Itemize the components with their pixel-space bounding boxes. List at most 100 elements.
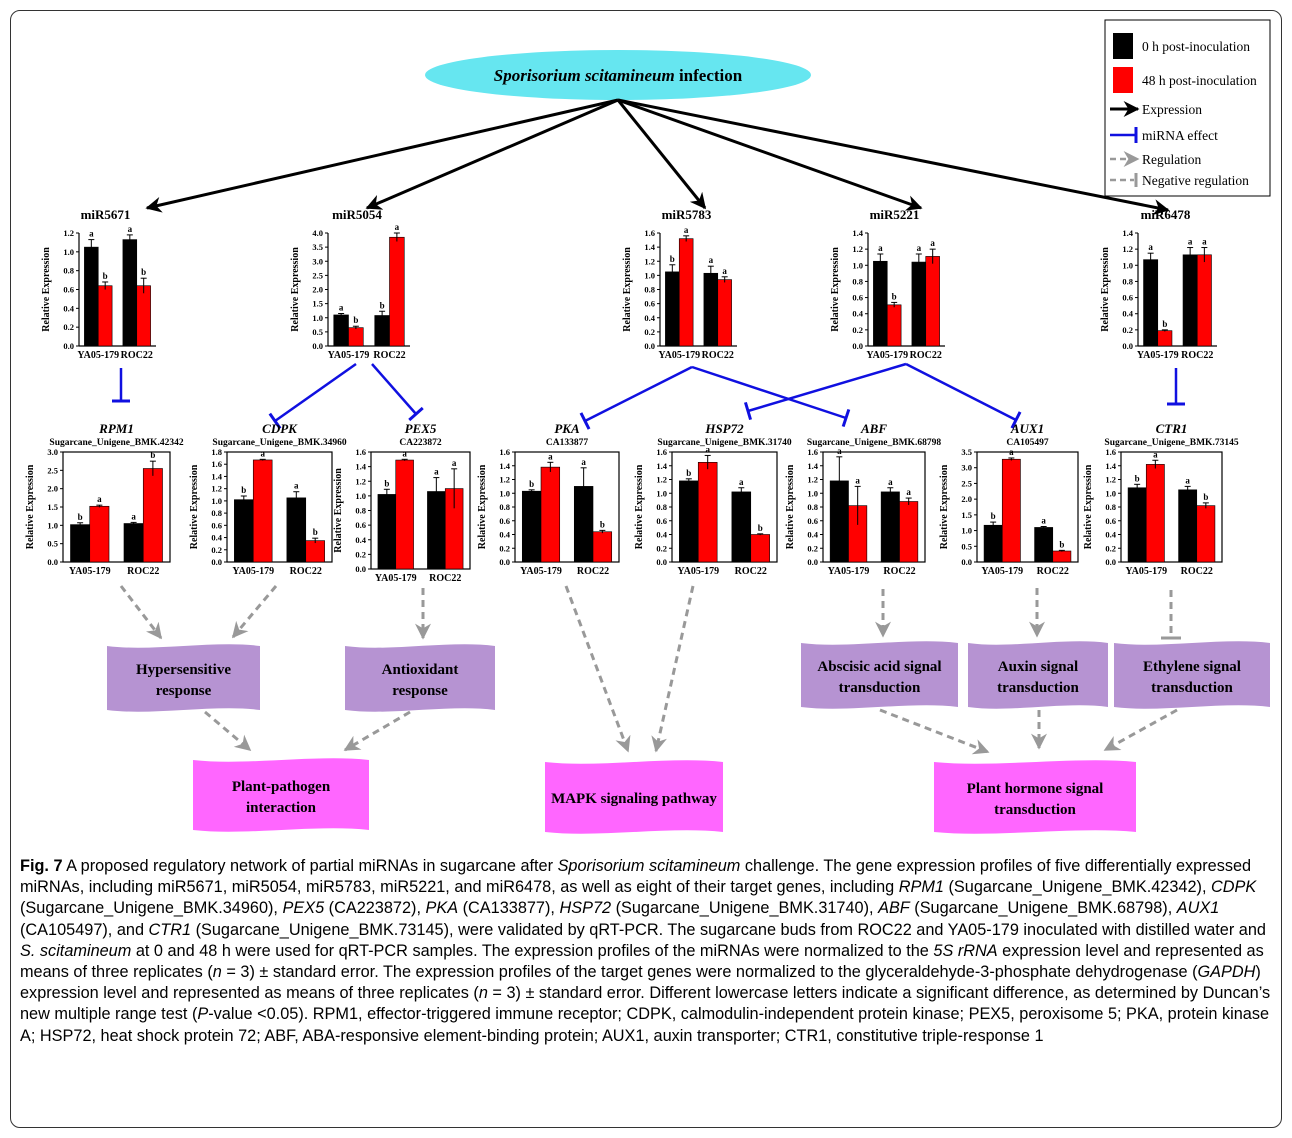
y-tick-label: 1.2 (499, 475, 510, 485)
x-tick-label: ROC22 (373, 350, 405, 361)
infection-ellipse (425, 50, 811, 100)
y-tick-label: 0.4 (644, 313, 655, 323)
bar (911, 261, 927, 347)
y-tick-label: 0.6 (1122, 293, 1133, 303)
bar (665, 271, 680, 347)
expression-arrow (616, 99, 707, 210)
x-tick-label: ROC22 (127, 566, 159, 577)
x-tick-label: YA05-179 (677, 566, 719, 577)
significance-letter: b (384, 478, 389, 488)
x-tick-label: ROC22 (290, 566, 322, 577)
y-tick-label: 1.4 (852, 228, 863, 238)
y-tick-label: 0.8 (852, 276, 863, 286)
significance-letter: a (89, 229, 94, 239)
y-tick-label: 1.4 (656, 461, 667, 471)
y-tick-label: 1.6 (656, 447, 667, 457)
x-tick-label: YA05-179 (520, 566, 562, 577)
bar (1196, 505, 1216, 563)
y-tick-label: 0.6 (355, 520, 366, 530)
legend: 0 h post-inoculation 48 h post-inoculatio… (1104, 19, 1271, 197)
bar (1052, 550, 1072, 563)
y-tick-label: 1.2 (355, 476, 366, 486)
mirna-effect-link (274, 362, 357, 423)
y-tick-label: 1.4 (1105, 461, 1116, 471)
chart-title: AUX1 (1010, 421, 1044, 436)
y-tick-label: 1.0 (807, 488, 818, 498)
significance-letter: a (722, 266, 727, 276)
y-tick-label: 1.6 (1105, 447, 1116, 457)
y-tick-label: 1.0 (499, 488, 510, 498)
caption-segment: ) expression level and represented as me… (20, 963, 1261, 1003)
significance-letter: a (339, 303, 344, 313)
process-box (801, 641, 958, 709)
caption-segment: (Sugarcane_Unigene_BMK.42342), (943, 878, 1211, 897)
pathway-box (545, 760, 723, 834)
y-tick-label: 1.4 (499, 461, 510, 471)
pathway-label: transduction (994, 802, 1076, 818)
x-tick-label: ROC22 (1181, 350, 1213, 361)
y-tick-label: 4.0 (312, 228, 323, 238)
y-tick-label: 0.0 (644, 341, 655, 351)
bar (142, 468, 163, 563)
y-tick-label: 1.4 (211, 471, 222, 481)
y-tick-label: 0.4 (63, 303, 74, 313)
mirna-effect-bar (841, 408, 851, 428)
significance-letter: a (294, 481, 299, 491)
chart-title: PEX5 (405, 421, 437, 436)
y-axis-label: Relative Expression (189, 464, 200, 549)
bar-chart: 0.0 0.5 1.0 1.5 2.0 2.5 3.0 3.5 Relative Express… (939, 421, 1079, 577)
significance-letter: a (1009, 447, 1014, 457)
x-tick-label: ROC22 (121, 350, 153, 361)
bar-chart: 0.0 0.2 0.4 0.6 0.8 1.0 1.2 1.4 1.6 1.8 Relative E… (189, 421, 347, 577)
y-tick-label: 0.4 (852, 309, 863, 319)
bar (925, 256, 940, 347)
legend-label: miRNA effect (1142, 128, 1218, 143)
significance-letter: a (260, 448, 265, 458)
caption-segment: (CA223872), (324, 899, 426, 918)
infection-label: Sporisorium scitamineum infection (494, 66, 743, 85)
x-tick-label: ROC22 (883, 566, 915, 577)
process-label: Ethylene signal (1143, 659, 1241, 675)
bar (395, 459, 414, 570)
y-tick-label: 1.2 (1122, 244, 1133, 254)
significance-letter: a (917, 243, 922, 253)
y-axis-label: Relative Expression (830, 247, 841, 332)
chart-subtitle: Sugarcane_Unigene_BMK.68798 (807, 438, 941, 448)
regulation-arrow (231, 585, 278, 639)
y-tick-label: 0.0 (1105, 557, 1116, 567)
legend-item: Regulation (1110, 151, 1201, 167)
bar (89, 505, 110, 563)
y-tick-label: 0.0 (355, 564, 366, 574)
pathway-box (193, 758, 369, 832)
y-tick-label: 0.0 (656, 557, 667, 567)
bar (873, 260, 888, 347)
y-tick-label: 1.4 (807, 461, 818, 471)
y-tick-label: 0.8 (211, 508, 222, 518)
y-tick-label: 1.2 (63, 228, 74, 238)
caption-segment: (Sugarcane_Unigene_BMK.34960), (20, 899, 283, 918)
y-tick-label: 3.0 (961, 463, 972, 473)
bar (136, 285, 151, 347)
bar (348, 327, 364, 347)
process-label: Hypersensitive (136, 662, 231, 678)
y-tick-label: 0.4 (211, 533, 222, 543)
bar (374, 315, 390, 347)
y-axis-label: Relative Expression (634, 464, 645, 549)
y-tick-label: 1.5 (312, 299, 323, 309)
bar (389, 236, 405, 347)
y-tick-label: 0.2 (211, 545, 222, 555)
bar (1034, 527, 1054, 563)
legend-swatch (1113, 33, 1133, 59)
bar (1127, 487, 1147, 563)
caption-segment: (CA133877), (458, 899, 560, 918)
y-tick-label: 0.8 (499, 502, 510, 512)
y-tick-label: 1.4 (355, 462, 366, 472)
y-tick-label: 0.2 (1122, 325, 1133, 335)
significance-letter: b (991, 511, 996, 521)
regulation-arrow (119, 585, 163, 640)
significance-letter: a (548, 451, 553, 461)
y-tick-label: 0.4 (499, 530, 510, 540)
regulation-arrow (564, 585, 631, 753)
significance-letter: b (78, 512, 83, 522)
bar (697, 462, 718, 563)
